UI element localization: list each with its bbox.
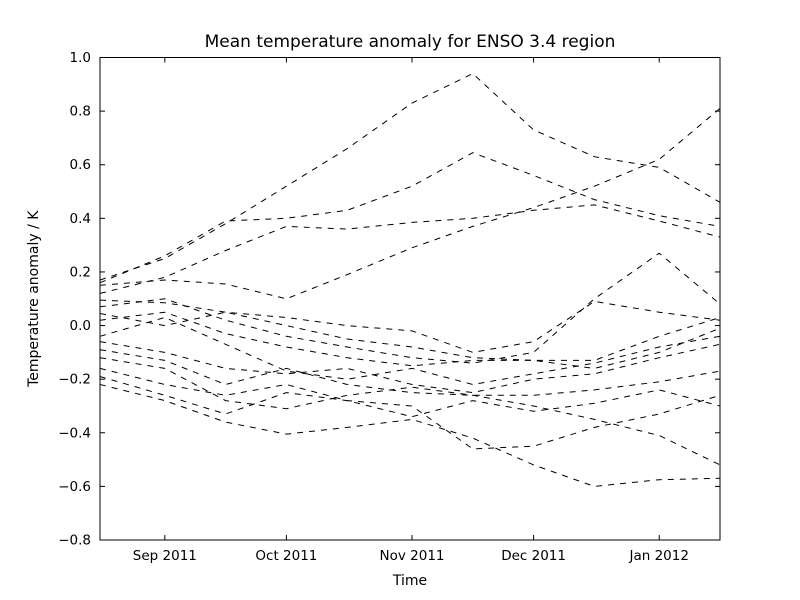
series-line-member-06 [99,252,721,364]
series-line-member-02 [99,152,721,284]
series-line-member-15 [99,384,721,487]
y-tick-label: −0.8 [58,533,91,549]
series-lines [99,73,721,487]
y-axis-label: Temperature anomaly / K [26,210,42,388]
series-line-member-01 [99,73,721,281]
x-tick-label: Nov 2011 [380,548,445,564]
y-tick-label: 0.0 [70,318,91,334]
series-line-member-14 [99,376,721,418]
axes-frame-and-ticks: Sep 2011 Oct 2011 Nov 2011 Dec 2011 Jan 2012… [58,50,721,564]
series-line-member-11 [99,349,721,396]
x-tick-label: Jan 2012 [628,548,688,564]
y-tick-label: 0.2 [70,264,91,280]
x-tick-label: Sep 2011 [133,548,197,564]
series-line-member-13 [99,367,721,450]
series-line-member-09 [99,316,721,386]
plot-frame [99,57,721,541]
y-tick-label: −0.6 [58,479,91,495]
y-tick-label: −0.2 [58,372,91,388]
series-line-member-10 [99,341,721,394]
x-axis-label: Time [392,573,427,589]
x-tick-label: Dec 2011 [501,548,566,564]
y-tick-label: 0.6 [70,157,91,173]
y-tick-label: 0.8 [70,104,91,120]
x-tick-label: Oct 2011 [255,548,317,564]
series-line-member-08 [99,311,721,369]
series-line-member-07 [99,311,721,361]
series-line-member-03 [99,108,721,300]
y-tick-label: 1.0 [70,50,91,66]
series-line-member-04 [99,204,721,294]
series-line-member-12 [99,357,721,466]
series-line-member-05 [99,299,721,353]
y-tick-label: −0.4 [58,425,91,441]
chart-title: Mean temperature anomaly for ENSO 3.4 re… [205,32,616,52]
y-tick-label: 0.4 [70,211,91,227]
